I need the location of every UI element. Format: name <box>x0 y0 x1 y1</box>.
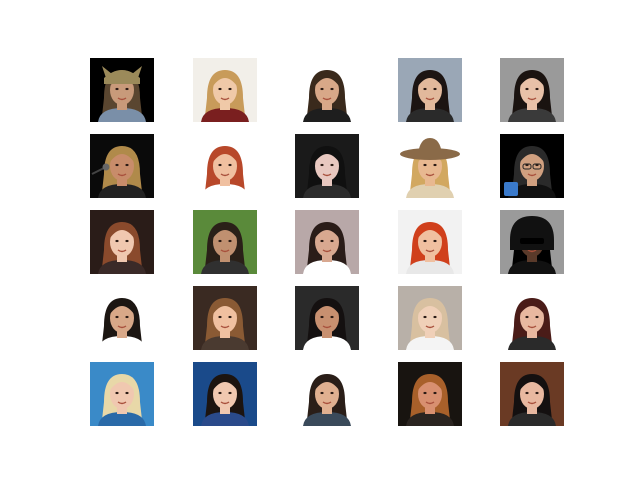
face-thumbnail-r3-c3 <box>295 210 359 274</box>
face-thumbnail-r2-c1 <box>90 134 154 198</box>
face-thumbnail-r5-c4 <box>397 362 462 426</box>
face-thumbnail-r3-c5 <box>500 210 564 274</box>
face-thumbnail-r1-c2 <box>192 58 257 122</box>
face-thumbnail-r5-c1 <box>90 362 154 426</box>
face-thumbnail-r4-c3 <box>295 286 359 350</box>
face-thumbnail-r1-c3 <box>295 58 359 122</box>
face-thumbnail-r4-c5 <box>500 286 564 350</box>
face-thumbnail-r5-c2 <box>192 362 257 426</box>
face-thumbnail-r2-c5 <box>500 134 564 198</box>
face-thumbnail-r3-c1 <box>90 210 154 274</box>
face-thumbnail-r2-c4 <box>397 134 462 198</box>
face-thumbnail-r5-c3 <box>295 362 359 426</box>
face-thumbnail-r2-c2 <box>192 134 257 198</box>
face-thumbnail-r3-c2 <box>192 210 257 274</box>
face-thumbnail-r1-c4 <box>397 58 462 122</box>
face-thumbnail-r1-c5 <box>500 58 564 122</box>
face-thumbnail-r5-c5 <box>500 362 564 426</box>
face-thumbnail-r4-c4 <box>397 286 462 350</box>
face-thumbnail-r4-c1 <box>90 286 154 350</box>
face-thumbnail-r4-c2 <box>192 286 257 350</box>
face-thumbnail-r3-c4 <box>397 210 462 274</box>
face-thumbnail-r1-c1 <box>90 58 154 122</box>
face-thumbnail-r2-c3 <box>295 134 359 198</box>
